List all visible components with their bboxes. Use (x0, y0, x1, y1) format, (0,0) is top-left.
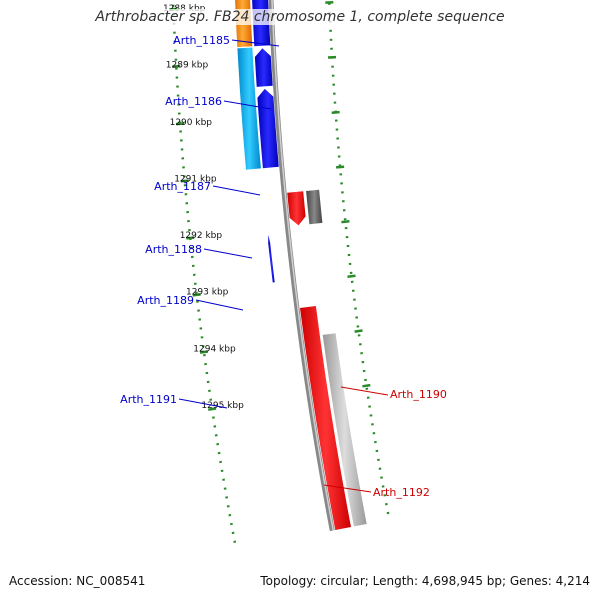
tick-mark-outer (192, 293, 201, 297)
cds-arth-1188[interactable] (254, 48, 273, 87)
gene-label-arth-1190[interactable]: Arth_1190 (390, 388, 447, 401)
tick-mark-outer (172, 64, 181, 68)
gene-label-arth-1186[interactable]: Arth_1186 (165, 95, 222, 108)
tick-mark-outer (180, 179, 189, 183)
tick-mark-outer (208, 407, 217, 411)
label-leaders (178, 39, 389, 493)
topology-text: Topology: circular; Length: 4,698,945 bp… (258, 574, 592, 588)
tick-label: 1289 kbp (166, 61, 209, 71)
tick-mark-inner (362, 383, 371, 388)
tick-mark-inner (335, 165, 345, 169)
cds-arth-1192[interactable] (300, 306, 351, 530)
outer-dotted-arc (171, 0, 238, 550)
tick-label: 1293 kbp (186, 288, 229, 298)
gene-label-arth-1192[interactable]: Arth_1192 (373, 486, 430, 499)
gene-labels: Arth_1185 Arth_1186 Arth_1187 Arth_1188 … (120, 34, 447, 499)
cds-arth-1189[interactable] (257, 88, 279, 169)
cds-arth-1192-cog[interactable] (322, 333, 367, 527)
tick-mark-outer (186, 236, 195, 240)
tick-mark-inner (354, 329, 363, 333)
label-leader-line (195, 299, 244, 311)
inner-dotted-arc (327, 0, 391, 520)
cds-arth-1191[interactable] (268, 234, 275, 283)
cog-block-arth-1188-1189[interactable] (237, 47, 261, 170)
map-title: Arthrobacter sp. FB24 chromosome 1, comp… (0, 9, 600, 25)
tick-marks: 1285 kbp1286 kbp1287 kbp1288 kbp1289 kbp… (163, 1, 371, 411)
tick-mark-outer (199, 350, 209, 354)
accession-text: Accession: NC_008541 (7, 574, 148, 588)
gene-label-arth-1187[interactable]: Arth_1187 (154, 180, 211, 193)
cds-arth-1190-cog[interactable] (306, 189, 323, 225)
label-leader-line (212, 185, 261, 196)
tick-mark-inner (331, 110, 340, 114)
tick-label: 1292 kbp (180, 231, 223, 241)
label-leader-line (231, 39, 280, 47)
gene-label-arth-1188[interactable]: Arth_1188 (145, 243, 202, 256)
label-leader-line (178, 398, 228, 409)
tick-mark-outer (176, 122, 185, 126)
tick-label: 1294 kbp (193, 344, 236, 354)
gene-label-arth-1191[interactable]: Arth_1191 (120, 393, 177, 406)
gene-label-arth-1185[interactable]: Arth_1185 (173, 34, 230, 47)
gene-label-arth-1189[interactable]: Arth_1189 (137, 294, 194, 307)
cds-arth-1190[interactable] (287, 191, 306, 226)
tick-label: 1291 kbp (174, 174, 217, 184)
label-leader-line (340, 386, 389, 396)
label-leader-line (203, 248, 253, 259)
cds-feature-track (252, 0, 367, 530)
tick-label: 1290 kbp (170, 118, 213, 128)
tick-mark-inner (347, 274, 356, 278)
label-leader-line (223, 100, 272, 110)
label-leader-line (323, 484, 372, 493)
tick-label: 1288 kbp (163, 4, 206, 14)
chromosome-backbone (268, 0, 335, 532)
tick-mark-inner (341, 220, 350, 224)
tick-label: 1295 kbp (201, 401, 244, 411)
